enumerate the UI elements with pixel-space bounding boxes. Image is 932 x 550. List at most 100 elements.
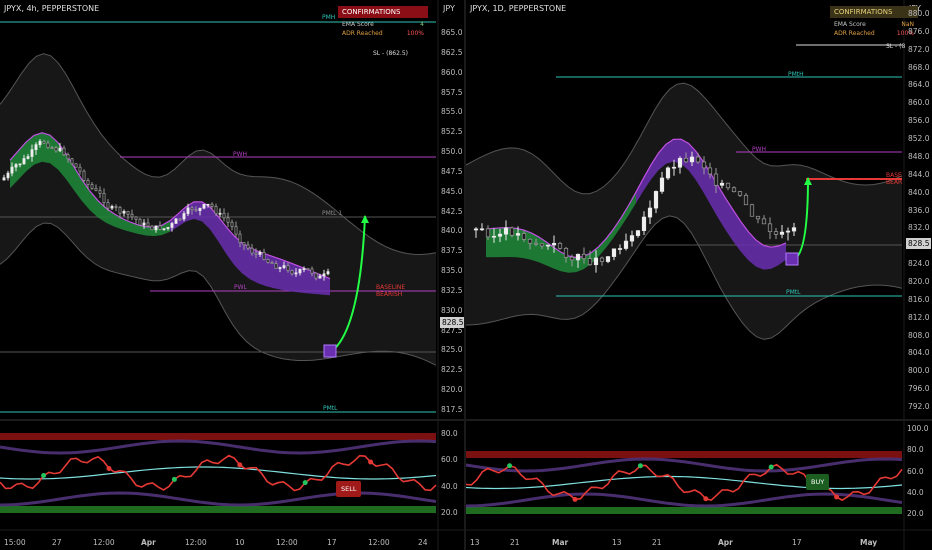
axis-tick-label: 860.0 [441,67,463,77]
candle-body [266,259,270,263]
candle-body [62,147,66,156]
bearish-label: BEARISH [376,291,403,298]
osc-oversold-band [0,506,436,513]
candle-body [250,247,254,254]
cloud-bullish [10,132,170,237]
time-tick-label: 21 [652,538,662,547]
axis-tick-label: 855.0 [441,107,463,117]
envelope-band [466,83,902,340]
axis-tick-label: 816.0 [908,294,930,304]
candle-body [282,265,286,268]
candle-body [707,167,713,175]
axis-tick-label: 836.0 [908,205,930,215]
time-tick-label: 15:00 [4,538,26,547]
candle-body [731,187,737,193]
candle-body [623,240,629,249]
axis-tick-label: 872.0 [908,44,930,54]
candle-body [126,211,130,215]
confirmations-title: CONFIRMATIONS [830,6,918,18]
axis-tick-label: 852.5 [441,127,463,137]
axis-tick-label: 827.5 [441,325,463,335]
pml-label: PMtL [323,405,338,412]
candle-body [210,203,214,207]
entry-marker [785,252,799,266]
candle-body [6,172,10,179]
candle-body [206,203,210,206]
envelope-upper-line [466,82,903,195]
candle-body [30,149,34,157]
time-tick-label: 10 [235,538,245,547]
candle-body [42,140,46,144]
candle-body [14,164,18,168]
axis-tick-label: 825.0 [441,345,463,355]
time-tick-label: 13 [470,538,480,547]
osc-cross-dot [637,463,643,469]
candle-body [779,231,785,235]
axis-tick-label: 820.0 [908,276,930,286]
osc-signal-line [0,466,437,480]
candle-body [130,213,134,218]
axis-tick-label: 808.0 [908,330,930,340]
candle-body [473,228,479,231]
chart-pane-4h[interactable]: JPYX, 4h, PEPPERSTONE JPY CONFIRMATIONS … [0,0,464,550]
axis-tick-label: 835.0 [441,266,463,276]
axis-tick-label: 860.0 [908,98,930,108]
osc-cross-dot [41,472,47,478]
candle-body [158,225,162,230]
axis-tick-label: 840.0 [441,226,463,236]
candle-body [46,142,50,148]
chart-canvas-4h[interactable] [0,0,464,550]
candle-body [755,215,761,220]
candle-body [515,233,521,236]
time-tick-label: 17 [792,538,802,547]
axis-tick-label: 804.0 [908,348,930,358]
axis-tick-label: 20.0 [907,509,924,518]
candle-body [310,268,314,274]
candle-body [641,216,647,231]
candle-body [50,147,54,149]
symbol-title: JPYX, 4h, PEPPERSTONE [4,4,100,13]
candle-body [322,273,326,277]
pwh-label: PWH [752,146,767,153]
confirmation-row: ADR Reached 100% [342,30,424,37]
candle-body [110,206,114,209]
candle-body [102,192,106,203]
candle-body [66,154,70,160]
osc-cross-dot [572,496,578,502]
candle-body [318,275,322,279]
candle-body [581,253,587,260]
candle-body [258,251,262,255]
candle-body [479,228,485,231]
candle-body [182,213,186,220]
candle-body [689,156,695,163]
axis-tick-label: 844.0 [908,169,930,179]
chart-pane-1d[interactable]: JPYX, 1D, PEPPERSTONE JPY CONFIRMATIONS … [466,0,932,550]
axis-tick-label: 847.5 [441,166,463,176]
buy-signal-badge: BUY [806,474,830,490]
candle-body [190,207,194,211]
candle-body [629,235,635,242]
axis-tick-label: 822.5 [441,365,463,375]
pmh-label: PMtH [788,71,804,78]
axis-tick-label: 80.0 [441,429,458,438]
chart-canvas-1d[interactable] [466,0,932,550]
candle-body [18,163,22,166]
osc-cross-dot [507,463,513,469]
candle-body [194,209,198,212]
candle-body [238,233,242,243]
candle-body [785,230,791,233]
candle-body [122,211,126,214]
baseline-label: BASELINE [376,284,406,291]
axis-tick-label: 857.5 [441,87,463,97]
osc-overbought-band [466,451,902,458]
candle-body [587,258,593,266]
candle-body [695,156,701,163]
bearish-label: BEAR [886,179,903,186]
candle-body [290,270,294,275]
pane-divider[interactable] [464,0,466,550]
candle-body [298,269,302,274]
candle-body [725,182,731,189]
candle-body [214,206,218,214]
candle-body [150,225,154,231]
axis-tick-label: 868.0 [908,62,930,72]
